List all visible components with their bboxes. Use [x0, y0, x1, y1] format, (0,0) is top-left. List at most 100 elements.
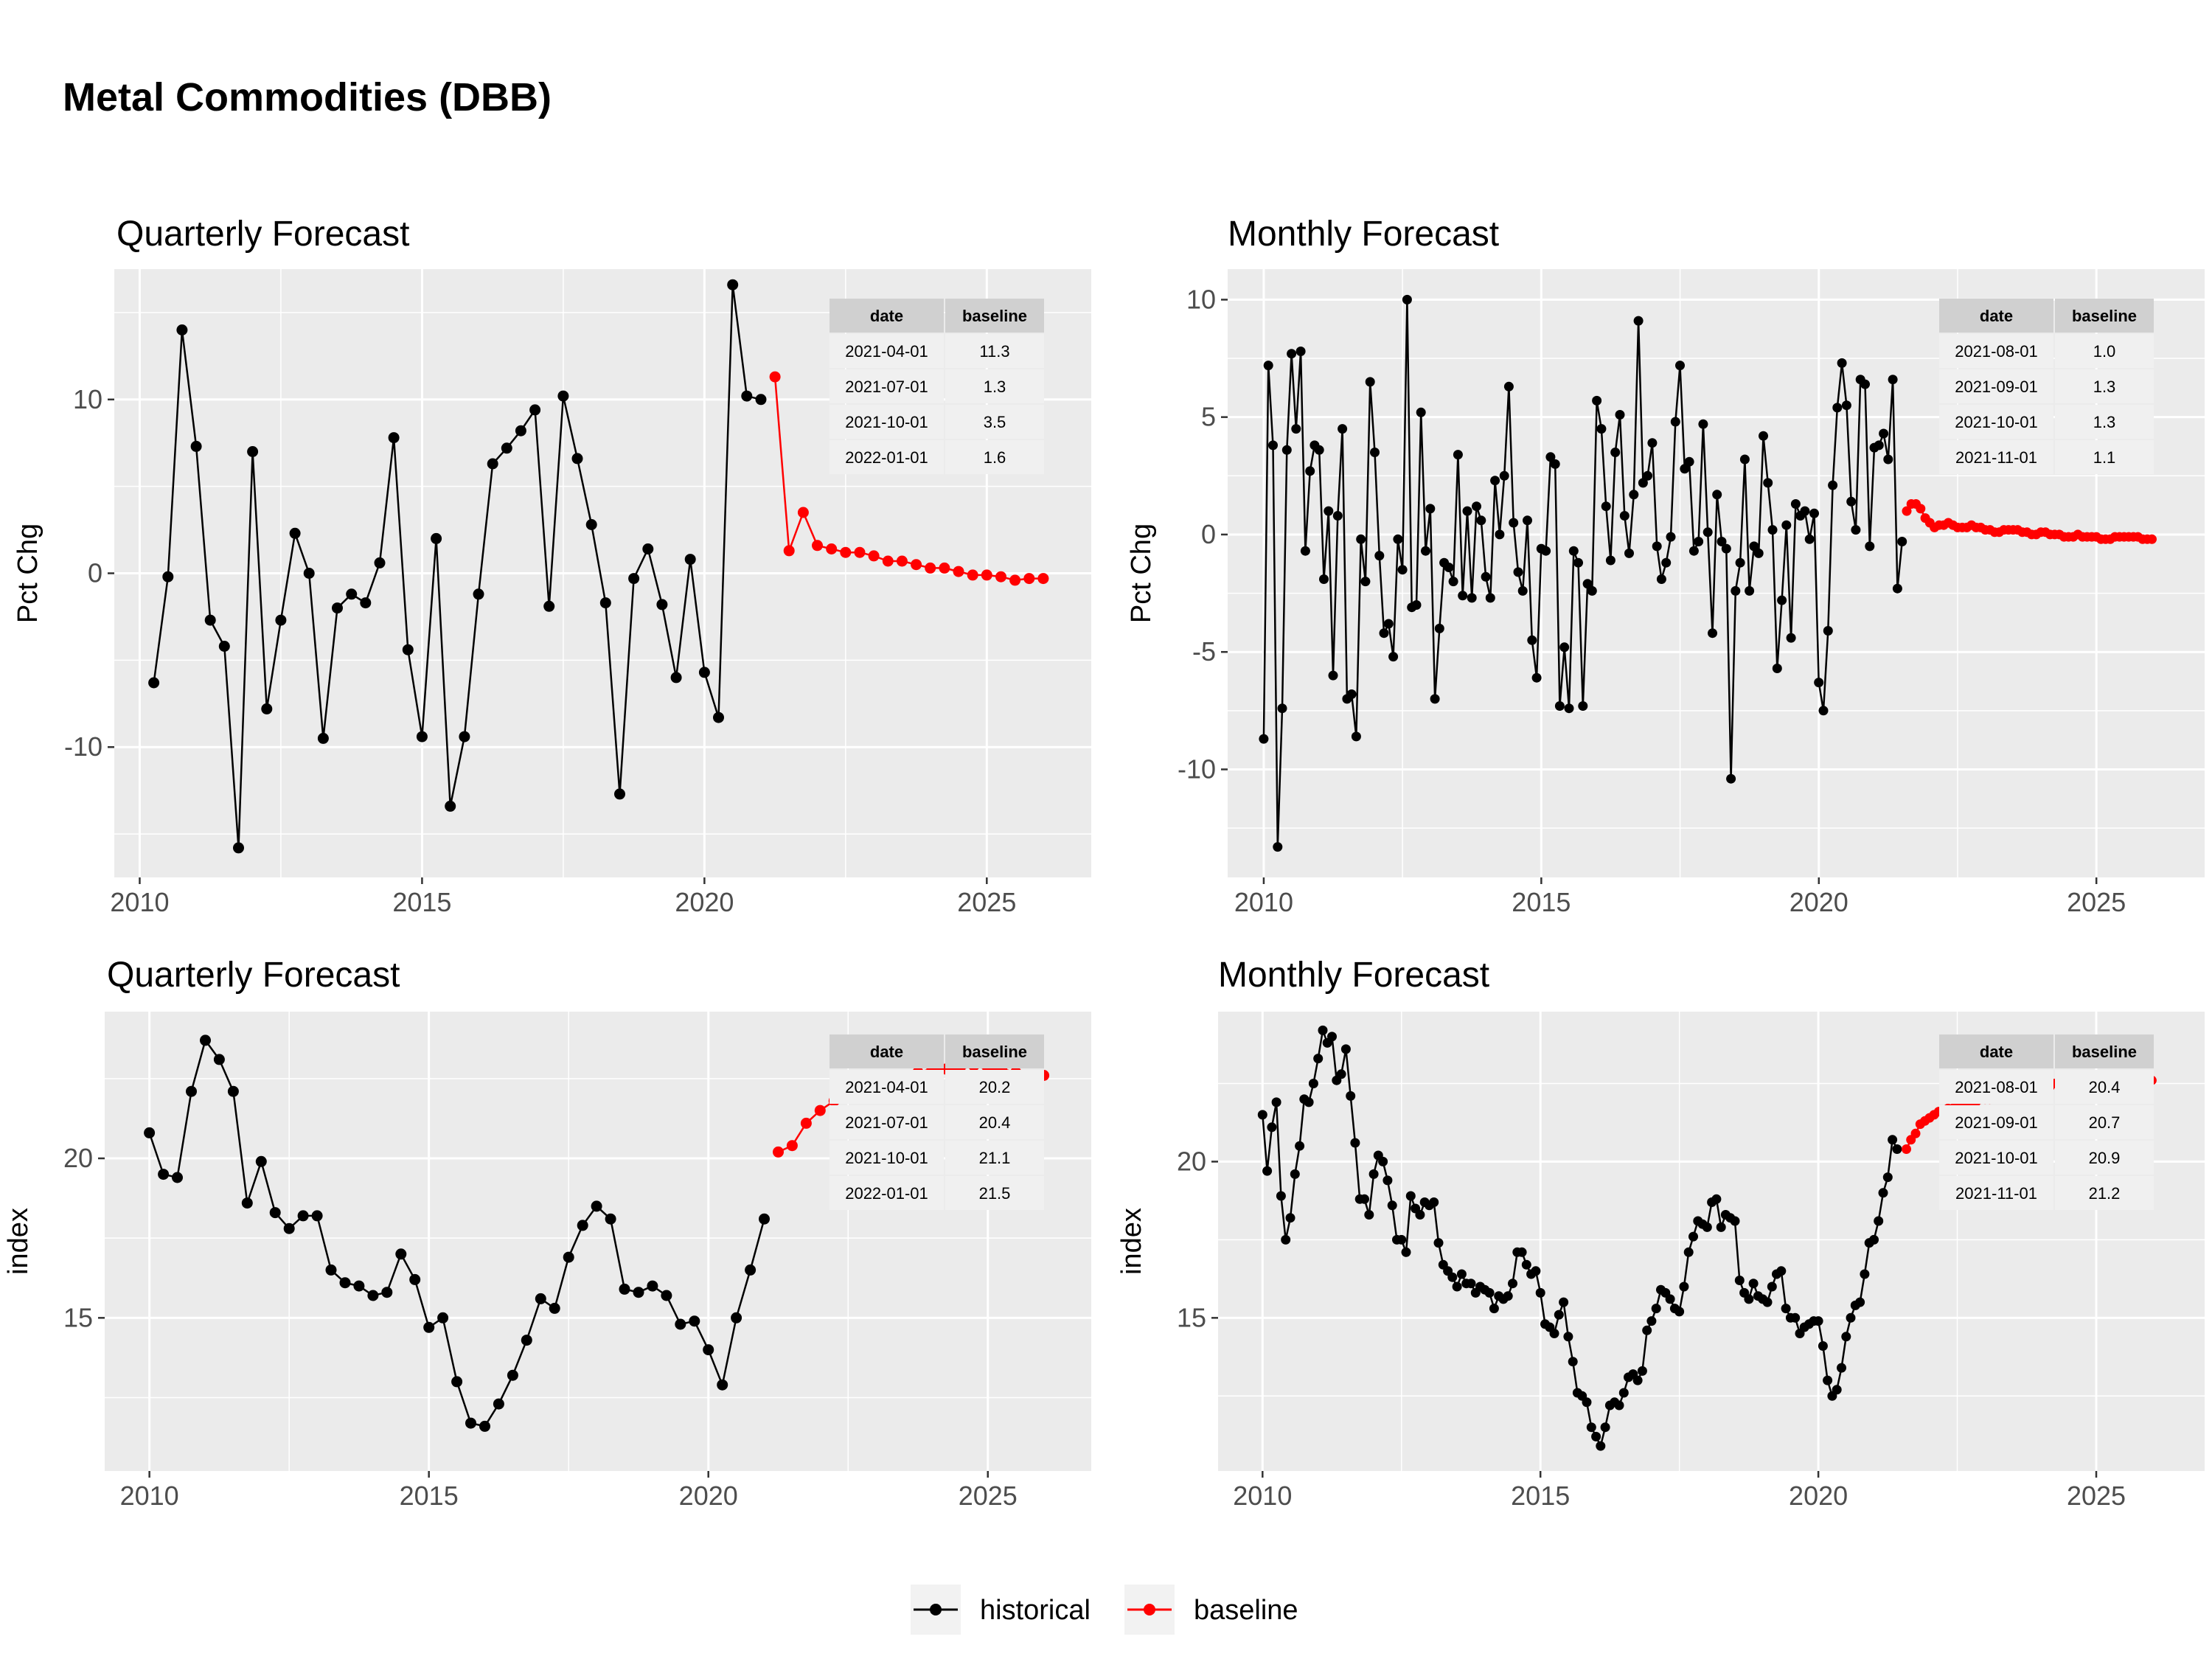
historical-point	[1698, 419, 1708, 429]
historical-point	[1837, 1363, 1846, 1373]
baseline-point	[1902, 1144, 1911, 1154]
historical-line	[153, 285, 762, 848]
historical-point	[367, 1290, 379, 1301]
historical-point	[402, 644, 414, 655]
historical-point	[727, 279, 739, 291]
historical-point	[661, 1290, 672, 1301]
historical-point	[1523, 515, 1532, 526]
y-tick-label: -5	[1192, 636, 1216, 667]
historical-point	[1397, 565, 1408, 575]
baseline-point	[840, 546, 852, 558]
y-axis-label: index	[3, 1208, 34, 1275]
historical-point	[675, 1318, 686, 1330]
historical-point	[1517, 1247, 1527, 1257]
historical-point	[1388, 652, 1399, 662]
historical-point	[1364, 1210, 1374, 1220]
historical-point	[451, 1376, 463, 1388]
y-tick-label: 15	[1177, 1302, 1206, 1332]
historical-point	[1883, 454, 1893, 465]
historical-point	[1694, 537, 1704, 546]
historical-point	[1276, 1191, 1286, 1201]
historical-point	[1434, 623, 1444, 633]
historical-point	[1674, 1307, 1685, 1317]
historical-point	[1541, 546, 1551, 556]
y-tick-label: 0	[1201, 519, 1216, 549]
historical-point	[437, 1312, 449, 1324]
historical-point	[1790, 1312, 1801, 1323]
table-cell-bg	[945, 440, 1044, 474]
historical-point	[1591, 1431, 1601, 1441]
historical-point	[1338, 424, 1348, 434]
historical-point	[1365, 377, 1375, 387]
historical-point	[1257, 1110, 1267, 1120]
historical-point	[1633, 316, 1644, 326]
historical-point	[1619, 511, 1630, 521]
table-cell-bg	[945, 405, 1044, 439]
historical-point	[1476, 515, 1486, 526]
table-cell-bg	[1939, 369, 2053, 403]
historical-point	[1393, 534, 1403, 544]
historical-point	[543, 600, 555, 612]
historical-point	[1383, 619, 1394, 629]
historical-point	[247, 446, 259, 457]
table-cell-bg	[830, 1105, 944, 1139]
historical-point	[1287, 349, 1297, 359]
table-header-date: date	[1980, 1043, 2013, 1061]
historical-point	[1448, 577, 1458, 587]
y-tick-label: 20	[63, 1143, 93, 1173]
historical-point	[1596, 1441, 1606, 1451]
historical-point	[1804, 534, 1815, 544]
table-cell-bg	[830, 440, 944, 474]
historical-point	[176, 324, 188, 335]
y-axis-label: Pct Chg	[13, 524, 44, 623]
series-group	[1259, 294, 2157, 852]
historical-point	[1433, 1238, 1444, 1248]
historical-point	[1295, 1141, 1305, 1151]
y-tick-label: 20	[1177, 1146, 1206, 1176]
historical-point	[1717, 537, 1727, 546]
table-cell: 21.5	[979, 1184, 1011, 1203]
historical-point	[255, 1155, 267, 1167]
historical-point	[1652, 541, 1662, 552]
historical-point	[1680, 464, 1690, 474]
historical-point	[1712, 490, 1722, 500]
x-tick-label: 2020	[675, 887, 734, 917]
historical-point	[1888, 375, 1898, 385]
historical-point	[1340, 1044, 1351, 1054]
table-header-cell	[945, 1034, 1044, 1068]
historical-point	[1382, 1175, 1393, 1186]
historical-point	[1300, 546, 1310, 556]
historical-point	[529, 404, 541, 416]
historical-point	[1481, 571, 1491, 582]
historical-point	[670, 672, 682, 684]
x-tick-label: 2010	[1234, 887, 1293, 917]
historical-point	[374, 557, 386, 568]
historical-point	[1865, 541, 1875, 552]
historical-point	[1841, 1332, 1851, 1342]
table-header-date: date	[870, 1043, 903, 1061]
historical-point	[1869, 1234, 1879, 1245]
panel-4: 2010 2015 2020 2025 15 20 Monthly Forecast inde…	[1116, 956, 2205, 1511]
historical-point	[1683, 1247, 1694, 1257]
historical-point	[1610, 448, 1621, 457]
historical-point	[698, 667, 710, 678]
table-header-baseline: baseline	[962, 1043, 1027, 1061]
historical-point	[1688, 546, 1699, 556]
historical-point	[1466, 1279, 1476, 1289]
historical-point	[1351, 731, 1361, 742]
table-cell-bg	[945, 1070, 1044, 1104]
historical-point	[1429, 1197, 1439, 1207]
historical-point	[1485, 593, 1495, 603]
table-cell-bg	[2055, 1176, 2154, 1210]
historical-point	[144, 1127, 156, 1138]
historical-point	[1735, 557, 1745, 568]
historical-point	[1851, 525, 1861, 535]
table-header-cell	[2055, 1034, 2154, 1068]
table-cell-bg	[1939, 405, 2053, 439]
historical-point	[1744, 1294, 1754, 1304]
table-cell-bg	[2055, 334, 2154, 368]
table-header-cell	[945, 299, 1044, 333]
historical-point	[1509, 518, 1519, 528]
historical-point	[261, 703, 273, 714]
historical-point	[1447, 1272, 1458, 1282]
